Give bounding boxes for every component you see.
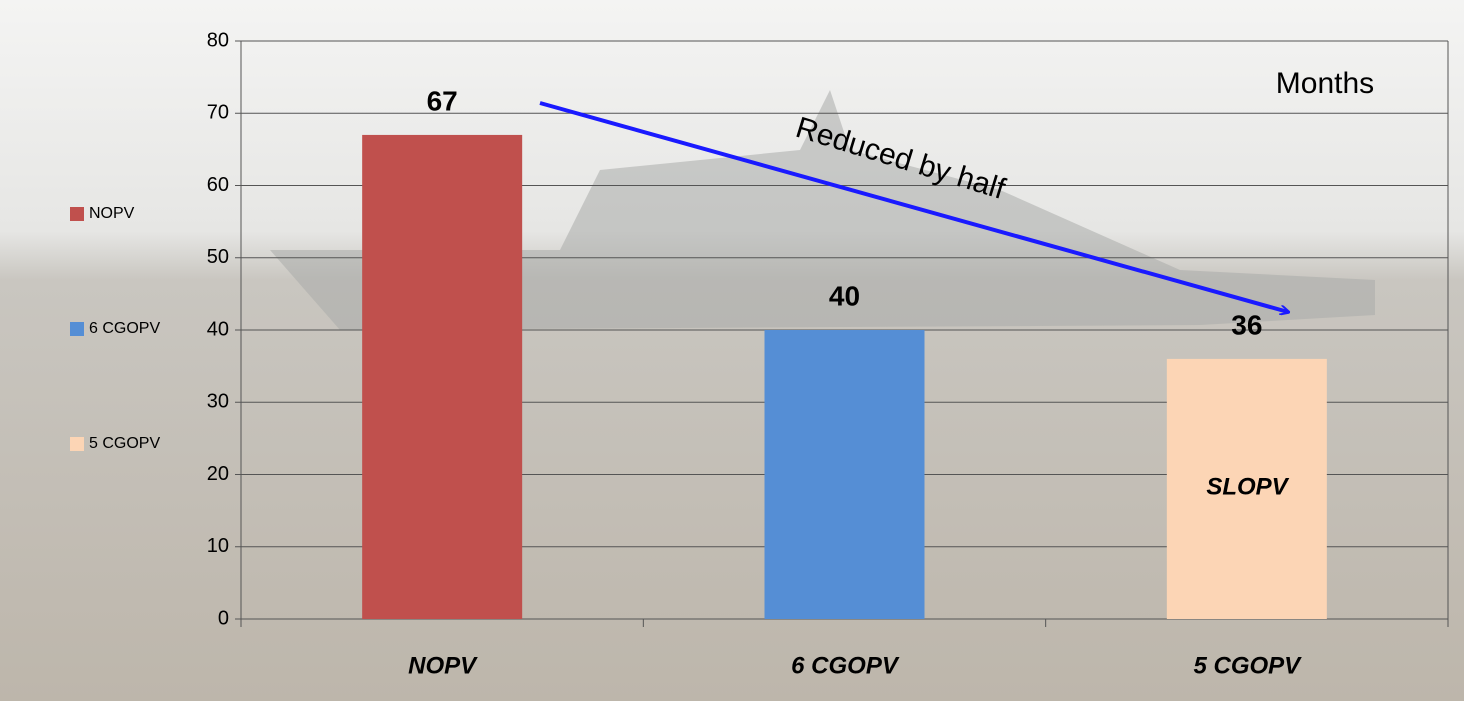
bar <box>1166 358 1327 619</box>
y-tick-label: 60 <box>207 174 229 196</box>
y-tick-label: 10 <box>207 535 229 557</box>
legend-label: 5 CGOPV <box>89 435 160 452</box>
value-label: 40 <box>829 280 860 311</box>
y-tick-label: 40 <box>207 318 229 340</box>
y-tick-label: 70 <box>207 102 229 124</box>
y-tick-label: 50 <box>207 246 229 268</box>
value-label: 36 <box>1231 309 1262 340</box>
legend-swatch <box>70 207 84 221</box>
legend-swatch <box>70 322 84 336</box>
unit-annotation: Months <box>1276 67 1374 100</box>
trend-arrow <box>539 101 1288 312</box>
y-tick-label: 0 <box>218 607 229 629</box>
x-tick-label: 6 CGOPV <box>791 652 900 679</box>
legend-label: NOPV <box>89 205 135 222</box>
legend-swatch <box>70 437 84 451</box>
bar <box>362 134 523 620</box>
x-tick-label: NOPV <box>408 652 478 679</box>
y-tick-label: 20 <box>207 463 229 485</box>
ship-photo <box>270 90 1375 330</box>
value-label: 67 <box>427 85 458 116</box>
y-tick-label: 30 <box>207 391 229 413</box>
bar <box>764 330 925 619</box>
legend-label: 6 CGOPV <box>89 320 160 337</box>
bar-annotation: SLOPV <box>1206 473 1289 500</box>
y-tick-label: 80 <box>207 29 229 51</box>
x-tick-label: 5 CGOPV <box>1193 652 1302 679</box>
